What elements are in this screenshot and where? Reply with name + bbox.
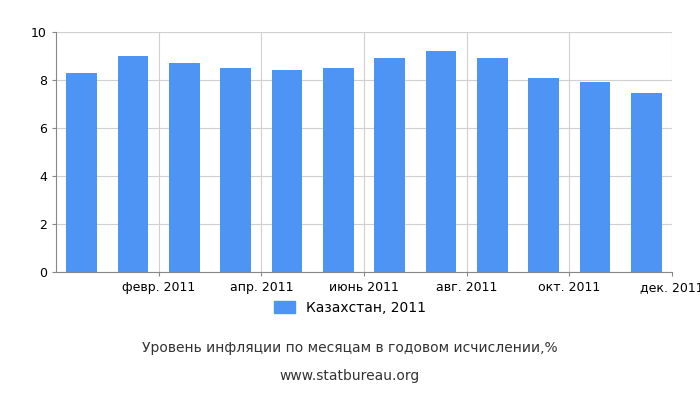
Bar	[580, 82, 610, 272]
Bar	[426, 51, 456, 272]
Legend: Казахстан, 2011: Казахстан, 2011	[269, 295, 431, 320]
Bar	[631, 93, 662, 272]
Bar	[118, 56, 148, 272]
Text: Уровень инфляции по месяцам в годовом исчислении,%: Уровень инфляции по месяцам в годовом ис…	[142, 341, 558, 355]
Bar	[169, 63, 199, 272]
Bar	[66, 73, 97, 272]
Bar	[220, 68, 251, 272]
Bar	[528, 78, 559, 272]
Bar	[272, 70, 302, 272]
Text: www.statbureau.org: www.statbureau.org	[280, 369, 420, 383]
Bar	[477, 58, 508, 272]
Bar	[374, 58, 405, 272]
Bar	[323, 68, 354, 272]
